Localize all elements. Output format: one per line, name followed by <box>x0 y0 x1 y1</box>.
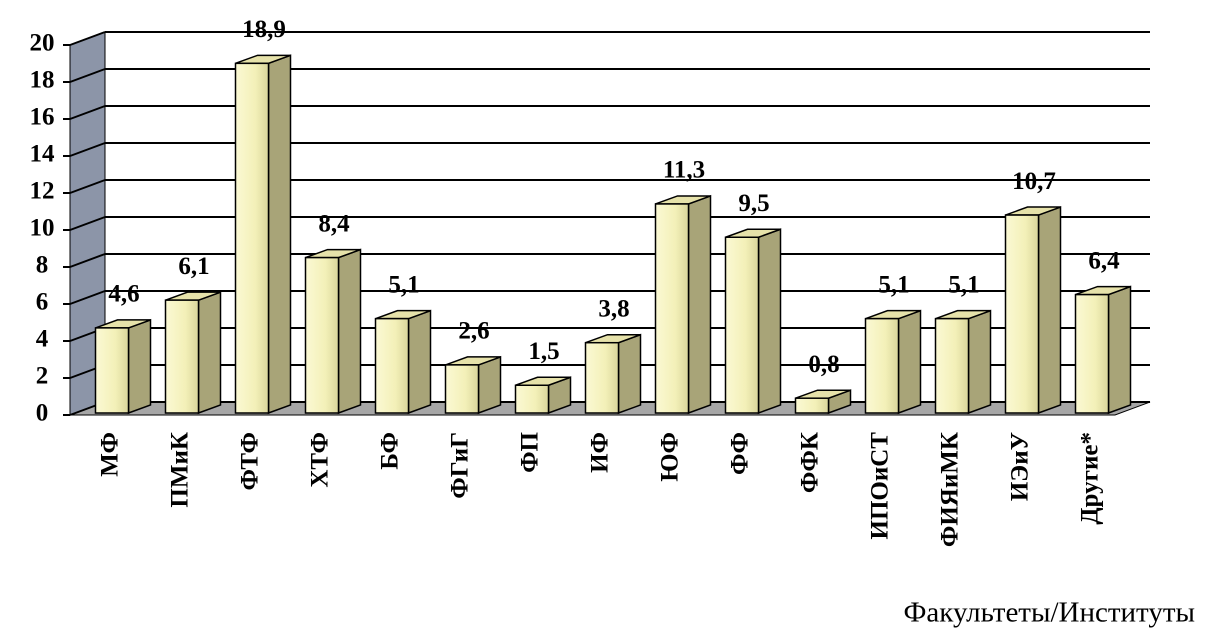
value-label: 5,1 <box>878 271 909 298</box>
value-label: 9,5 <box>738 190 769 217</box>
value-label: 5,1 <box>948 271 979 298</box>
value-label: 8,4 <box>318 210 350 237</box>
y-tick-label: 14 <box>30 141 56 168</box>
bar-front <box>794 397 830 414</box>
x-tick-label: ИПОиСТ <box>867 432 894 540</box>
bar-side <box>267 54 292 415</box>
bar-front <box>1074 293 1110 414</box>
bar-front <box>934 317 970 414</box>
bar-side <box>967 309 992 415</box>
bar <box>934 309 992 415</box>
bar-side <box>1107 285 1132 415</box>
bar-front <box>444 364 480 414</box>
x-tick-label: ФФК <box>797 432 824 493</box>
bar-front <box>654 203 690 414</box>
grid-line <box>69 105 106 120</box>
bar-front <box>304 256 340 414</box>
x-tick-label: ФТФ <box>237 432 264 490</box>
grid-line <box>69 179 106 194</box>
y-tick-label: 4 <box>36 326 49 353</box>
y-tick-label: 18 <box>30 67 55 94</box>
bar-side <box>757 228 782 415</box>
grid-line <box>69 253 106 268</box>
bar <box>94 318 152 415</box>
bar <box>164 291 222 415</box>
x-tick-label: ИЭиУ <box>1007 432 1034 501</box>
bar <box>724 228 782 415</box>
value-label: 10,7 <box>1012 168 1056 195</box>
y-tick-label: 8 <box>36 252 49 279</box>
bar-side <box>477 355 502 415</box>
bar <box>864 309 922 415</box>
x-axis-title: Факультеты/Институты <box>903 597 1195 629</box>
y-tick-label: 0 <box>36 400 49 427</box>
x-tick-label: ФП <box>517 432 544 473</box>
y-tick-label: 16 <box>30 104 55 131</box>
bar-side <box>127 318 152 415</box>
bar-front <box>724 236 760 414</box>
value-label: 6,4 <box>1088 247 1120 274</box>
bar-front <box>864 317 900 414</box>
bar <box>444 355 502 415</box>
x-tick-label: ХТФ <box>307 432 334 488</box>
bar-side <box>687 194 712 415</box>
y-tick-label: 10 <box>30 215 55 242</box>
value-label: 0,8 <box>808 351 839 378</box>
bar <box>794 389 852 415</box>
bar-side <box>197 291 222 415</box>
bar-side <box>407 309 432 415</box>
bar-front <box>514 384 550 414</box>
y-tick-label: 2 <box>36 363 49 390</box>
bar <box>654 194 712 415</box>
bar-side <box>337 248 362 415</box>
x-tick-label: ФИЯиМК <box>937 432 964 547</box>
x-tick-label: ФГиГ <box>447 432 474 499</box>
bar <box>1004 205 1062 415</box>
bar-front <box>1004 214 1040 414</box>
bar <box>1074 285 1132 415</box>
grid-line <box>69 290 106 305</box>
bar <box>234 54 292 415</box>
y-tick-label: 20 <box>30 30 55 57</box>
x-tick-label: ИФ <box>587 432 614 473</box>
y-tick-label: 6 <box>36 289 49 316</box>
bar-side <box>897 309 922 415</box>
value-label: 18,9 <box>242 16 286 43</box>
bar <box>584 333 642 415</box>
value-label: 2,6 <box>458 318 489 345</box>
value-label: 1,5 <box>528 338 559 365</box>
x-tick-label: БФ <box>377 432 404 470</box>
grid-line <box>69 216 106 231</box>
x-tick-label: ФФ <box>727 432 754 475</box>
x-tick-label: ПМиК <box>167 432 194 508</box>
value-label: 3,8 <box>598 295 629 322</box>
value-label: 4,6 <box>108 281 139 308</box>
grid-line <box>69 31 106 46</box>
x-tick-label: МФ <box>97 432 124 477</box>
bar-front <box>584 341 620 414</box>
bar-side <box>617 333 642 415</box>
value-label: 5,1 <box>388 271 419 298</box>
bar-front <box>374 317 410 414</box>
bar <box>514 376 572 415</box>
x-tick-label: Другие* <box>1077 432 1104 525</box>
bar-front <box>94 327 130 414</box>
grid-line <box>69 142 106 157</box>
bar-front <box>234 62 270 414</box>
bar-front <box>164 299 200 414</box>
y-tick-label: 12 <box>30 178 55 205</box>
x-tick-label: ЮФ <box>657 432 684 482</box>
value-label: 11,3 <box>663 157 705 184</box>
bar <box>304 248 362 415</box>
value-label: 6,1 <box>178 253 209 280</box>
bar <box>374 309 432 415</box>
grid-line <box>69 68 106 83</box>
bar-side <box>1037 205 1062 415</box>
